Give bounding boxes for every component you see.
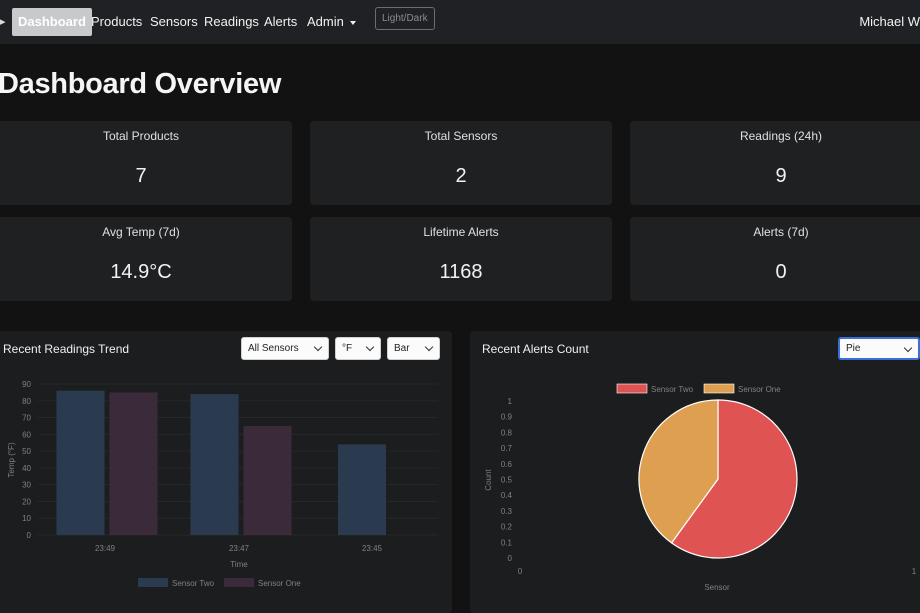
nav-admin-dropdown[interactable]: Admin: [301, 8, 362, 36]
select-value: Bar: [394, 343, 410, 354]
y-tick-label: 60: [22, 430, 31, 439]
y-tick-label: 0.8: [501, 428, 513, 437]
bar-sensor-two: [338, 444, 386, 535]
y-tick-label: 20: [22, 497, 31, 506]
stat-label: Avg Temp (7d): [102, 225, 180, 239]
y-tick-label: 40: [22, 464, 31, 473]
legend-swatch: [138, 578, 168, 587]
y-tick-label: 70: [22, 414, 31, 423]
stat-label: Readings (24h): [739, 129, 823, 143]
bar-sensor-one: [243, 425, 292, 535]
y-tick-label: 0.3: [501, 507, 513, 516]
navbar-brand-fragment[interactable]: ▸: [0, 16, 6, 28]
x-tick-label: 1: [912, 567, 917, 576]
legend-label: Sensor One: [258, 579, 301, 588]
stat-card-lifetime-alerts: Lifetime Alerts 1168: [310, 217, 612, 301]
pie-slice-sensor-one: [638, 399, 719, 544]
panel-title: Recent Readings Trend: [3, 342, 130, 356]
legend-swatch: [224, 578, 254, 587]
readings-chart-type-select[interactable]: Bar: [387, 337, 440, 360]
y-tick-label: 0: [508, 554, 513, 563]
y-tick-label: 10: [22, 514, 31, 523]
stat-value: 7: [135, 165, 147, 187]
sensor-filter-select[interactable]: All Sensors: [241, 337, 329, 360]
unit-select[interactable]: °F: [335, 337, 381, 360]
select-value: °F: [342, 343, 353, 354]
alerts-chart-type-select[interactable]: Pie: [838, 337, 920, 360]
nav-readings[interactable]: Readings: [204, 14, 259, 29]
stat-value: 2: [455, 165, 467, 187]
y-tick-label: 0: [27, 531, 32, 540]
user-menu[interactable]: Michael W: [859, 14, 920, 29]
panel-title: Recent Alerts Count: [482, 342, 589, 356]
y-tick-label: 0.7: [501, 444, 513, 453]
x-tick-label: 23:49: [95, 544, 116, 553]
stat-label: Total Products: [102, 129, 180, 143]
chevron-down-icon: [349, 20, 356, 25]
stat-label: Alerts (7d): [753, 225, 809, 239]
stat-value: 14.9°C: [110, 261, 172, 283]
legend-swatch: [616, 383, 648, 394]
x-tick-label: 23:47: [229, 544, 250, 553]
stat-label: Total Sensors: [424, 129, 498, 143]
select-value: All Sensors: [248, 343, 299, 354]
y-tick-label: 0.6: [501, 460, 513, 469]
x-tick-label: 23:45: [362, 544, 383, 553]
nav-alerts[interactable]: Alerts: [264, 14, 298, 29]
y-tick-label: 0.5: [501, 476, 513, 485]
y-tick-label: 0.2: [501, 523, 513, 532]
bar-sensor-one: [109, 392, 158, 535]
legend-label: Sensor Two: [172, 579, 215, 588]
y-axis-label: Temp (°F): [7, 442, 16, 478]
stat-value: 9: [775, 165, 787, 187]
y-tick-label: 0.4: [501, 491, 513, 500]
nav-dashboard[interactable]: Dashboard: [12, 8, 92, 36]
nav-sensors[interactable]: Sensors: [150, 14, 198, 29]
pie-slice-sensor-two: [670, 399, 798, 559]
navbar: ▸ Dashboard Products Sensors Readings Al…: [0, 0, 920, 44]
nav-admin-label: Admin: [307, 14, 344, 29]
x-axis-label: Time: [230, 560, 248, 569]
bar-sensor-two: [56, 390, 105, 535]
bar-sensor-two: [190, 394, 239, 535]
legend-swatch: [703, 383, 735, 394]
stat-label: Lifetime Alerts: [423, 225, 499, 239]
stat-card-alerts-7d: Alerts (7d) 0: [630, 217, 920, 301]
page-title: Dashboard Overview: [0, 68, 282, 100]
legend-label: Sensor Two: [651, 385, 694, 394]
stat-value: 1168: [439, 261, 483, 283]
stat-card-total-sensors: Total Sensors 2: [310, 121, 612, 205]
nav-products[interactable]: Products: [91, 14, 143, 29]
y-tick-label: 30: [22, 481, 31, 490]
stat-value: 0: [775, 261, 787, 283]
stat-card-avg-temp: Avg Temp (7d) 14.9°C: [0, 217, 292, 301]
y-tick-label: 50: [22, 447, 31, 456]
y-tick-label: 90: [22, 380, 31, 389]
y-tick-label: 1: [508, 397, 513, 406]
stat-card-readings-24h: Readings (24h) 9: [630, 121, 920, 205]
x-axis-label: Sensor: [704, 583, 730, 592]
y-tick-label: 0.9: [501, 413, 513, 422]
stat-card-total-products: Total Products 7: [0, 121, 292, 205]
theme-toggle-button[interactable]: Light/Dark: [375, 7, 435, 30]
legend-label: Sensor One: [738, 385, 781, 394]
select-value: Pie: [846, 343, 861, 354]
y-axis-label: Count: [484, 469, 493, 491]
y-tick-label: 0.1: [501, 538, 513, 547]
y-tick-label: 80: [22, 397, 31, 406]
x-tick-label: 0: [518, 567, 523, 576]
